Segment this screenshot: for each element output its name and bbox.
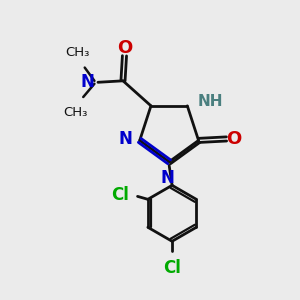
- Text: O: O: [117, 39, 132, 57]
- Text: CH₃: CH₃: [64, 106, 88, 119]
- Text: N: N: [81, 73, 94, 91]
- Text: Cl: Cl: [163, 259, 181, 277]
- Text: Cl: Cl: [111, 186, 129, 204]
- Text: CH₃: CH₃: [65, 46, 89, 59]
- Text: N: N: [161, 169, 175, 187]
- Text: NH: NH: [198, 94, 223, 109]
- Text: O: O: [226, 130, 242, 148]
- Text: N: N: [118, 130, 132, 148]
